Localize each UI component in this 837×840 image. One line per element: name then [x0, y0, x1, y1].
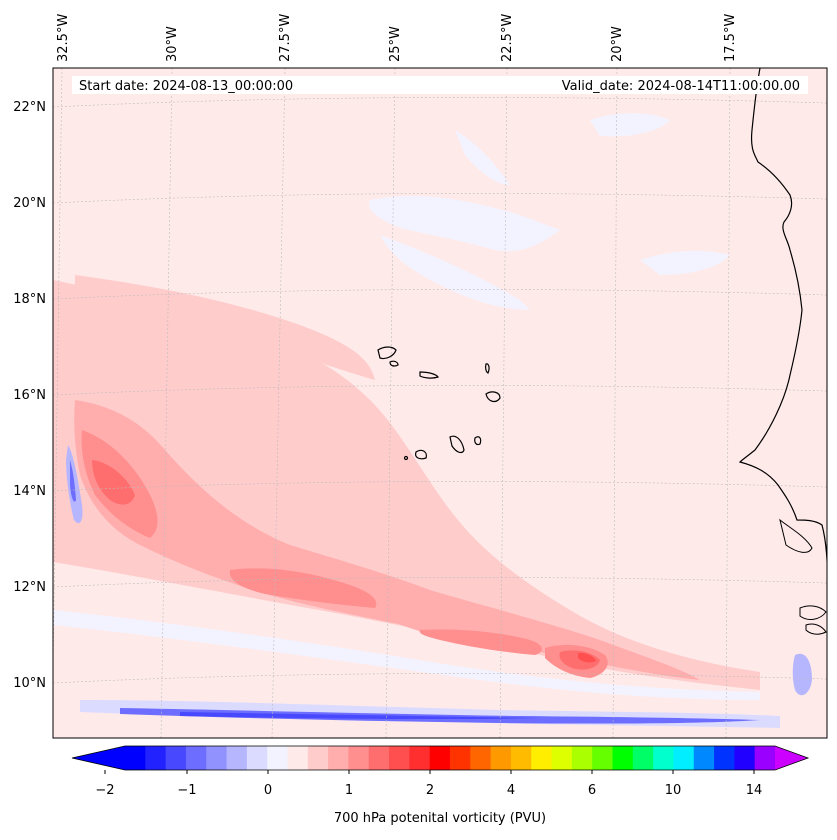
colorbar-segment: [754, 746, 776, 770]
colorbar-segment: [246, 746, 268, 770]
colorbar-segment: [450, 746, 471, 770]
colorbar-segment: [267, 746, 288, 770]
colorbar-segment: [206, 746, 228, 770]
coastline-detail: [805, 623, 827, 635]
colorbar-segment: [226, 746, 248, 770]
colorbar-segment: [470, 746, 492, 770]
valid-date-label: Valid_date: 2024-08-14T11:00:00.00: [562, 79, 800, 94]
colorbar-outline: [71, 745, 810, 771]
coastline: [738, 68, 827, 574]
colorbar-segment: [693, 746, 715, 770]
colorbar-title: 700 hPa potenital vorticity (PVU): [334, 811, 546, 826]
lon-label: 25°W: [388, 26, 403, 62]
colorbar-extend-min: [72, 746, 125, 770]
colorbar-tick-label: 1: [345, 783, 353, 798]
cabo-verde-islands: [377, 346, 501, 461]
colorbar-tick-label: −1: [177, 783, 196, 798]
lat-label: 12°N: [13, 580, 46, 595]
colorbar-segment: [125, 746, 146, 770]
pv-neg-west-core: [70, 460, 76, 502]
colorbar-segment: [368, 746, 390, 770]
colorbar-segment: [348, 746, 370, 770]
graticule: [53, 68, 827, 738]
lat-label: 14°N: [13, 484, 46, 499]
colorbar: [71, 745, 810, 774]
pv-neg-south-strong: [180, 712, 540, 720]
colorbar-segment: [490, 746, 512, 770]
longitude-labels: 32.5°W 30°W 27.5°W 25°W 22.5°W 20°W 17.5…: [56, 14, 738, 62]
colorbar-segment: [592, 746, 613, 770]
pv-neg-patch: [640, 250, 730, 275]
colorbar-segment: [307, 746, 329, 770]
colorbar-segment: [714, 746, 735, 770]
pv-band-05: [53, 280, 760, 690]
colorbar-segment: [673, 746, 695, 770]
pv-neg-south-core: [120, 708, 760, 724]
colorbar-segment: [389, 746, 410, 770]
colorbar-segment: [287, 746, 309, 770]
colorbar-segment: [145, 746, 167, 770]
colorbar-tick-labels: −2 −1 0 1 2 4 6 10 14: [95, 783, 762, 798]
pv-peak: [92, 460, 135, 505]
colorbar-tick-label: 4: [507, 783, 515, 798]
coastline-detail: [799, 605, 827, 620]
pv-neg-patch: [369, 195, 560, 252]
coastline-detail: [779, 518, 813, 553]
colorbar-segment: [571, 746, 593, 770]
colorbar-tick-label: 14: [746, 783, 763, 798]
latitude-labels: 22°N 20°N 18°N 16°N 14°N 12°N 10°N: [13, 100, 46, 691]
colorbar-segment: [632, 746, 654, 770]
colorbar-segment: [551, 746, 573, 770]
pv-band-05: [53, 300, 100, 385]
colorbar-tick-label: 6: [588, 783, 596, 798]
start-date-label: Start date: 2024-08-13_00:00:00: [79, 79, 293, 94]
pv-band-15: [229, 568, 377, 608]
pv-neg-patch: [455, 130, 510, 185]
colorbar-tick-label: 10: [665, 783, 682, 798]
colorbar-segment: [653, 746, 674, 770]
lon-label: 17.5°W: [723, 14, 738, 62]
pv-band-05: [75, 275, 375, 380]
colorbar-segment: [328, 746, 349, 770]
colorbar-extend-max: [775, 746, 808, 770]
date-banner: [72, 76, 808, 94]
colorbar-segment: [429, 746, 451, 770]
pv-band-1: [74, 400, 701, 680]
pv-field: [53, 68, 827, 738]
colorbar-segment: [510, 746, 532, 770]
lon-label: 27.5°W: [278, 14, 293, 62]
lon-label: 32.5°W: [56, 14, 71, 62]
colorbar-tick-label: −2: [95, 783, 114, 798]
lat-label: 10°N: [13, 676, 46, 691]
lon-label: 20°W: [610, 26, 625, 62]
colorbar-segment: [612, 746, 634, 770]
lat-label: 20°N: [13, 196, 46, 211]
colorbar-segment: [409, 746, 431, 770]
colorbar-segment: [734, 746, 756, 770]
pv-neg-east: [792, 653, 812, 696]
pv-band-15: [419, 629, 542, 655]
pv-band-05: [160, 365, 357, 448]
lat-label: 22°N: [13, 100, 46, 115]
lat-label: 16°N: [13, 388, 46, 403]
colorbar-segment: [531, 746, 553, 770]
pv-neg-band: [53, 610, 760, 700]
pv-neg-patch: [590, 113, 670, 137]
map-frame: [52, 67, 828, 739]
lat-label: 18°N: [13, 292, 46, 307]
colorbar-segment: [185, 746, 207, 770]
pv-peak-core: [578, 652, 596, 663]
pv-neg-patch: [380, 235, 530, 310]
lon-label: 22.5°W: [500, 14, 515, 62]
colorbar-tick-label: 0: [264, 783, 272, 798]
colorbar-segment: [165, 746, 187, 770]
lon-label: 30°W: [165, 26, 180, 62]
colorbar-tick-label: 2: [426, 783, 434, 798]
pv-band-1: [390, 613, 600, 653]
